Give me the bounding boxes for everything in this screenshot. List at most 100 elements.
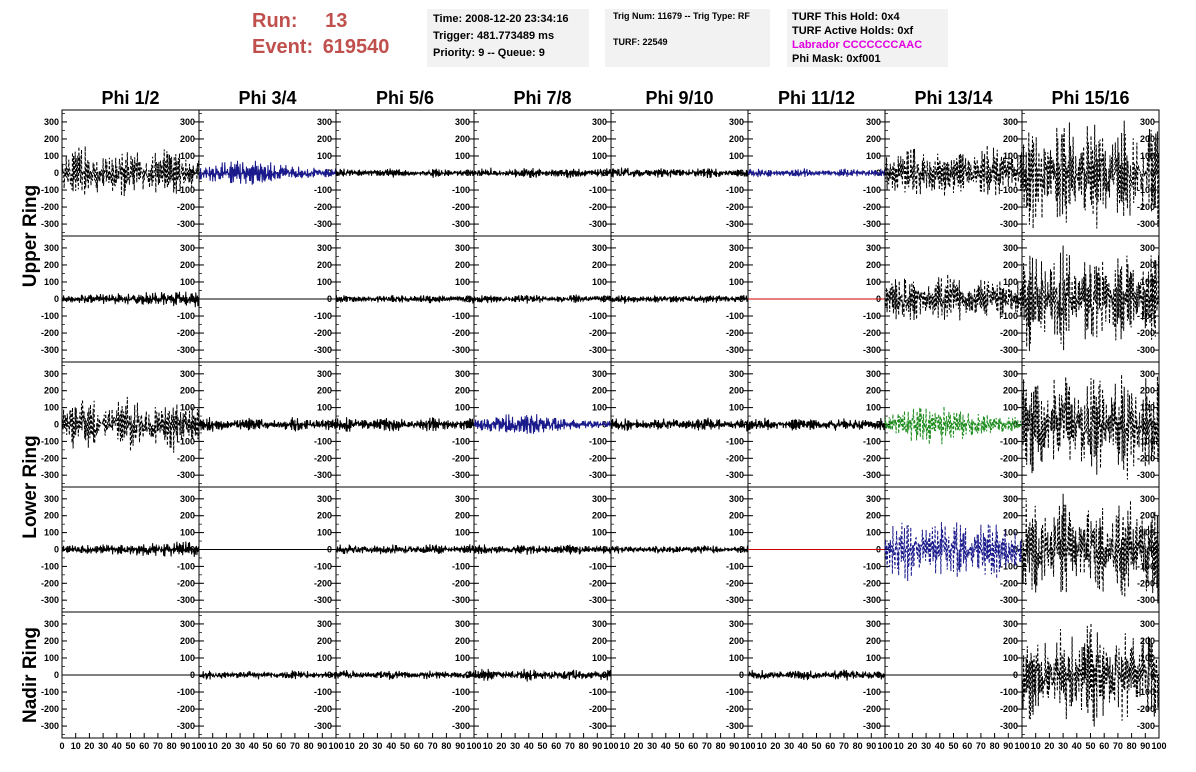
y-tick-label: 0: [1150, 294, 1155, 304]
y-tick-label: -100: [41, 311, 59, 321]
y-tick-label: 300: [1003, 619, 1018, 629]
y-tick-label: 100: [866, 653, 881, 663]
x-tick-label: 50: [400, 741, 410, 751]
y-tick-label: -100: [452, 436, 470, 446]
column-header: Phi 5/6: [376, 88, 434, 108]
x-tick-label: 30: [372, 741, 382, 751]
ring-label: Lower Ring: [20, 435, 41, 538]
y-tick-label: 200: [455, 636, 470, 646]
y-tick-label: -100: [314, 185, 332, 195]
y-tick-label: -300: [452, 470, 470, 480]
y-tick-label: 200: [729, 636, 744, 646]
y-tick-label: 100: [1140, 528, 1155, 538]
y-tick-label: 100: [729, 528, 744, 538]
y-tick-label: 200: [1003, 260, 1018, 270]
y-tick-label: -200: [863, 704, 881, 714]
y-tick-label: -300: [1000, 721, 1018, 731]
y-tick-label: -200: [177, 328, 195, 338]
y-tick-label: -200: [589, 578, 607, 588]
y-tick-label: 200: [1140, 511, 1155, 521]
y-tick-label: -300: [1137, 219, 1155, 229]
y-tick-label: 100: [729, 151, 744, 161]
y-tick-label: 300: [729, 369, 744, 379]
waveform-trace: [1021, 622, 1160, 727]
y-tick-label: -200: [1137, 202, 1155, 212]
y-tick-label: 100: [729, 277, 744, 287]
x-tick-label: 50: [948, 741, 958, 751]
y-tick-label: -300: [1000, 595, 1018, 605]
x-tick-label: 50: [262, 741, 272, 751]
x-tick-label: 10: [483, 741, 493, 751]
x-tick-label: 100: [877, 741, 892, 751]
y-tick-label: 100: [592, 151, 607, 161]
y-tick-label: -200: [452, 202, 470, 212]
y-tick-label: 300: [592, 117, 607, 127]
y-tick-label: -300: [726, 595, 744, 605]
y-tick-label: -200: [452, 578, 470, 588]
y-tick-label: 100: [317, 151, 332, 161]
y-tick-label: 100: [1003, 528, 1018, 538]
y-tick-label: 100: [866, 403, 881, 413]
y-tick-label: -200: [41, 704, 59, 714]
turf-info-panel: TURF This Hold: 0x4 TURF Active Holds: 0…: [787, 9, 948, 67]
waveform-trace: [61, 291, 200, 308]
y-tick-label: -200: [41, 453, 59, 463]
waveform-trace: [335, 294, 475, 304]
waveform-trace: [473, 544, 612, 555]
y-tick-label: 100: [1003, 403, 1018, 413]
y-tick-label: -100: [863, 561, 881, 571]
y-tick-label: 300: [1140, 369, 1155, 379]
y-tick-label: 300: [729, 243, 744, 253]
y-tick-label: -100: [177, 436, 195, 446]
event-label: Event:: [252, 36, 314, 58]
y-tick-label: -300: [452, 595, 470, 605]
y-tick-label: -100: [314, 561, 332, 571]
y-tick-label: 300: [44, 243, 59, 253]
y-tick-label: -200: [452, 704, 470, 714]
waveform-trace: [335, 544, 475, 555]
waveform-trace: [884, 145, 1023, 197]
trigger-text: Trigger: 481.773489 ms: [433, 30, 555, 42]
y-tick-label: 200: [592, 134, 607, 144]
y-tick-label: 300: [592, 243, 607, 253]
waveform-trace: [1021, 493, 1160, 604]
event-line: Event: 619540: [252, 34, 389, 60]
x-tick-label: 70: [976, 741, 986, 751]
y-tick-label: 0: [1150, 545, 1155, 555]
waveform-trace: [884, 274, 1023, 321]
y-tick-label: 200: [455, 386, 470, 396]
y-tick-label: -300: [1137, 345, 1155, 355]
y-tick-label: -200: [452, 328, 470, 338]
x-tick-label: 80: [1127, 741, 1137, 751]
y-tick-label: 100: [455, 403, 470, 413]
y-tick-label: -200: [314, 328, 332, 338]
y-tick-label: -200: [452, 453, 470, 463]
x-tick-label: 70: [428, 741, 438, 751]
column-header: Phi 7/8: [513, 88, 571, 108]
y-tick-label: 300: [592, 494, 607, 504]
y-tick-label: 100: [592, 403, 607, 413]
y-tick-label: -200: [41, 202, 59, 212]
y-tick-label: -100: [177, 311, 195, 321]
y-tick-label: -300: [589, 595, 607, 605]
y-tick-label: -200: [726, 202, 744, 212]
y-tick-label: 200: [592, 386, 607, 396]
y-tick-label: 100: [317, 403, 332, 413]
y-tick-label: 300: [1140, 619, 1155, 629]
waveform-trace: [610, 167, 749, 179]
y-tick-label: 100: [44, 403, 59, 413]
y-tick-label: -200: [314, 704, 332, 714]
y-tick-label: -200: [314, 578, 332, 588]
x-tick-label: 10: [71, 741, 81, 751]
x-tick-label: 90: [592, 741, 602, 751]
waveform-trace: [610, 295, 749, 304]
x-tick-label: 60: [276, 741, 286, 751]
y-tick-label: 100: [866, 151, 881, 161]
waveform-trace: [335, 670, 475, 680]
y-tick-label: -300: [41, 345, 59, 355]
x-tick-label: 70: [153, 741, 163, 751]
y-tick-label: 100: [592, 653, 607, 663]
y-tick-label: 100: [44, 528, 59, 538]
y-tick-label: 100: [729, 653, 744, 663]
y-tick-label: -100: [41, 687, 59, 697]
